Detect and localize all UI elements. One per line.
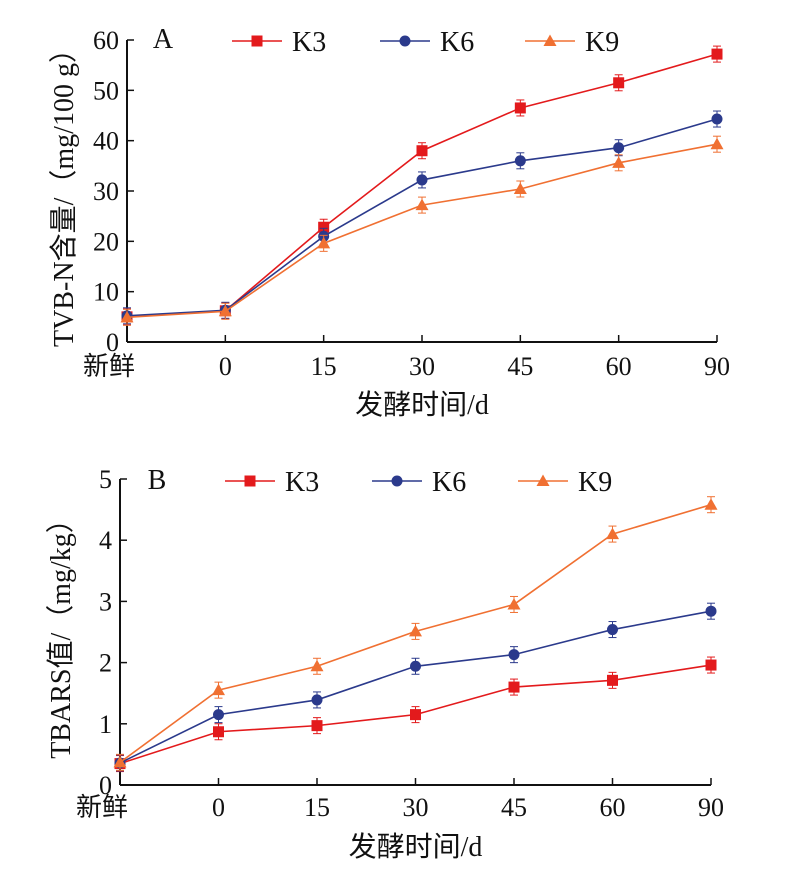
y-tick-label: 60 <box>93 26 119 55</box>
data-point-K3 <box>705 659 717 671</box>
x-tick-label: 新鲜 <box>76 793 128 822</box>
data-point-K3 <box>416 145 428 157</box>
data-point-K3 <box>613 77 625 89</box>
x-tick-label: 0 <box>219 352 232 381</box>
x-tick-label: 30 <box>409 352 435 381</box>
legend-item-K3: K3 <box>225 467 319 498</box>
data-point-K3 <box>311 720 323 732</box>
data-point-K6 <box>416 174 428 186</box>
data-point-K6 <box>410 660 421 672</box>
legend-marker-K3 <box>251 35 263 47</box>
data-point-K6 <box>213 709 224 721</box>
series-K9 <box>113 496 718 771</box>
x-tick-label: 60 <box>606 352 632 381</box>
legend: K3 K6 K9 <box>225 467 612 498</box>
panel-label: B <box>148 465 167 496</box>
legend-item-K3: K3 <box>232 27 326 58</box>
legend-item-K9: K9 <box>518 467 612 498</box>
series-K3 <box>114 656 717 773</box>
panel-label: A <box>153 24 174 55</box>
y-axis-title: TVB-N含量/（mg/100 g） <box>48 35 80 347</box>
data-point-K9 <box>710 137 724 150</box>
data-point-K6 <box>613 142 625 154</box>
data-point-K9 <box>507 597 521 610</box>
data-point-K3 <box>508 681 520 693</box>
legend-label: K6 <box>440 27 474 58</box>
x-tick-label: 90 <box>698 793 724 822</box>
y-tick-label: 30 <box>93 177 119 206</box>
x-tick-label: 0 <box>212 793 225 822</box>
data-point-K9 <box>120 310 134 323</box>
y-tick-label: 3 <box>99 587 112 616</box>
data-point-K9 <box>212 683 225 696</box>
y-tick-label: 0 <box>106 328 119 357</box>
x-tick-label: 30 <box>403 793 429 822</box>
data-point-K9 <box>113 755 127 768</box>
data-point-K3 <box>318 221 330 233</box>
data-point-K9 <box>218 304 232 317</box>
x-tick-label: 15 <box>311 352 337 381</box>
y-tick-label: 40 <box>93 127 119 156</box>
legend-label: K9 <box>578 467 612 498</box>
data-point-K9 <box>409 624 422 637</box>
data-point-K6 <box>711 113 723 125</box>
x-tick-label: 15 <box>304 793 330 822</box>
y-tick-label: 1 <box>99 710 112 739</box>
legend-marker-K6 <box>399 35 411 47</box>
data-point-K6 <box>311 694 323 706</box>
data-point-K9 <box>612 156 626 168</box>
data-point-K3 <box>711 48 723 60</box>
y-tick-label: 4 <box>99 526 112 555</box>
legend-label: K3 <box>285 467 319 498</box>
data-point-K6 <box>607 624 618 636</box>
y-tick-label: 50 <box>93 76 119 105</box>
data-point-K3 <box>410 709 421 721</box>
legend-item-K9: K9 <box>525 27 619 58</box>
legend-label: K3 <box>292 27 326 58</box>
y-tick-label: 2 <box>99 649 112 678</box>
data-point-K3 <box>607 674 618 686</box>
data-point-K9 <box>704 498 718 510</box>
legend-marker-K3 <box>244 475 256 487</box>
x-tick-label: 90 <box>704 352 730 381</box>
data-point-K3 <box>514 102 526 114</box>
legend-marker-K6 <box>391 475 403 487</box>
legend-item-K6: K6 <box>380 27 474 58</box>
legend-item-K6: K6 <box>372 467 466 498</box>
x-tick-label: 60 <box>600 793 626 822</box>
data-point-K6 <box>705 605 717 617</box>
legend-label: K9 <box>585 27 619 58</box>
series-K9 <box>120 135 724 326</box>
legend-label: K6 <box>432 467 466 498</box>
x-axis-title: 发酵时间/d <box>355 389 489 421</box>
legend-marker-K9 <box>543 34 557 46</box>
data-point-K9 <box>317 236 331 249</box>
y-tick-label: 20 <box>93 227 119 256</box>
y-tick-label: 5 <box>99 465 112 494</box>
series-line-K9 <box>126 143 718 319</box>
y-tick-label: 10 <box>93 278 119 307</box>
data-point-K9 <box>513 182 527 194</box>
y-axis-title: TBARS值/（mg/kg） <box>45 505 77 759</box>
data-point-K9 <box>606 527 619 540</box>
legend: K3 K6 K9 <box>232 27 619 58</box>
x-tick-label: 新鲜 <box>83 352 135 381</box>
x-axis-title: 发酵时间/d <box>349 831 483 863</box>
data-point-K6 <box>514 155 526 167</box>
legend-marker-K9 <box>536 474 550 486</box>
data-point-K9 <box>310 659 324 672</box>
data-point-K3 <box>213 726 224 738</box>
y-tick-label: 0 <box>99 771 112 800</box>
data-point-K9 <box>415 198 429 211</box>
data-point-K6 <box>508 649 520 661</box>
x-tick-label: 45 <box>507 352 533 381</box>
x-tick-label: 45 <box>501 793 527 822</box>
